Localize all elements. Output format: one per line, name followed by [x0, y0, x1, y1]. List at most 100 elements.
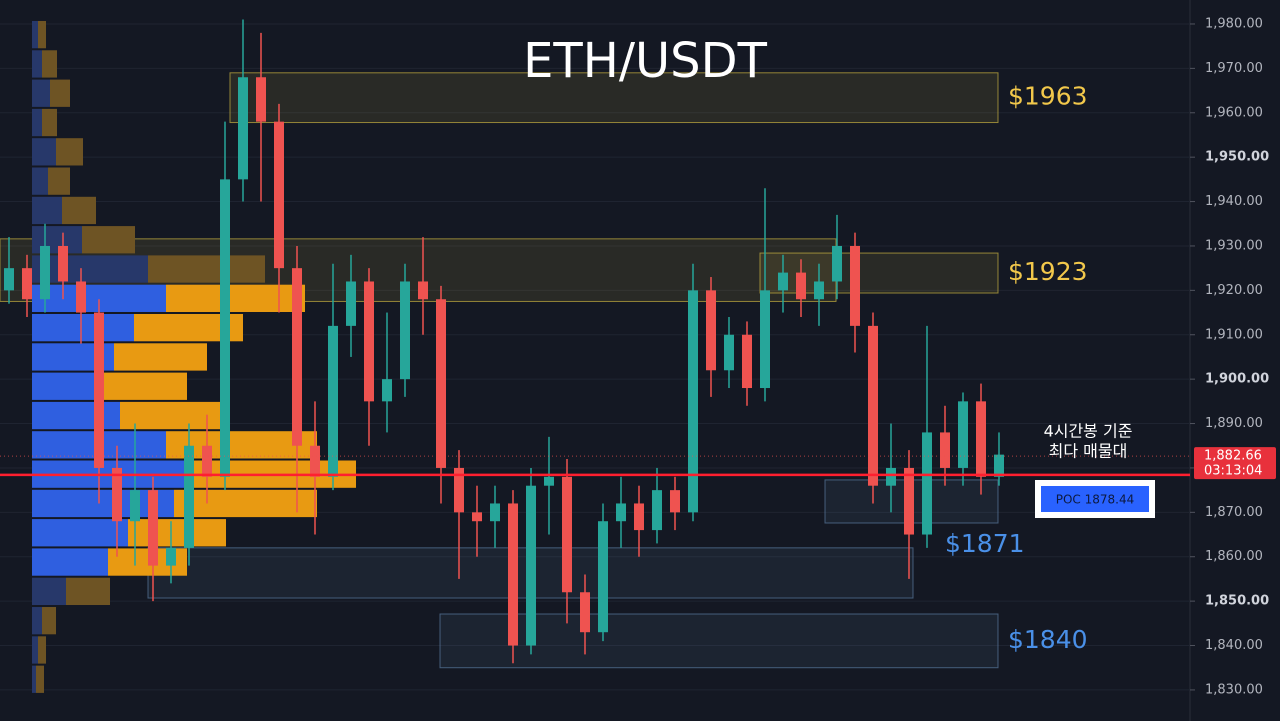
profile-bar	[32, 313, 134, 342]
profile-bar	[32, 138, 56, 166]
profile-bar	[38, 20, 46, 49]
candle-body	[958, 401, 968, 468]
candle-body	[544, 476, 554, 486]
y-tick-label: 1,970.00	[1205, 61, 1263, 76]
candle-body	[382, 379, 392, 402]
profile-bar	[32, 20, 38, 49]
y-tick-label: 1,870.00	[1205, 505, 1263, 520]
candle-body	[76, 281, 86, 313]
profile-bar	[56, 138, 83, 166]
last-price-tag	[1194, 447, 1276, 480]
candle-body	[580, 592, 590, 633]
candle-body	[112, 467, 122, 522]
y-tick-label: 1,900.00	[1205, 372, 1269, 387]
candle-body	[130, 490, 140, 522]
profile-bar	[32, 636, 38, 664]
zone	[229, 72, 999, 124]
profile-bar	[36, 665, 44, 693]
profile-bar	[32, 255, 148, 283]
profile-bar	[50, 79, 70, 107]
candle-body	[454, 467, 464, 513]
candle-body	[310, 445, 320, 477]
candle-body	[994, 454, 1004, 477]
candle-body	[220, 179, 230, 477]
candle-body	[652, 490, 662, 531]
candle-body	[724, 334, 734, 371]
profile-bar	[32, 50, 42, 78]
candle-body	[94, 312, 104, 468]
candle-body	[274, 121, 284, 269]
profile-bar	[32, 108, 42, 137]
profile-bar	[120, 401, 220, 430]
candle-body	[760, 290, 770, 389]
candle-body	[148, 490, 158, 566]
profile-bar	[102, 372, 187, 400]
candle-body	[436, 299, 446, 468]
zone	[759, 252, 999, 294]
candle-body	[976, 401, 986, 477]
zone-label: $1871	[945, 529, 1025, 558]
profile-bar	[32, 79, 50, 107]
candle-body	[850, 245, 860, 326]
poc-label: POC 1878.44	[1056, 493, 1135, 507]
profile-bar	[48, 167, 70, 195]
zone	[439, 613, 999, 669]
candle-body	[616, 503, 626, 522]
profile-bar	[82, 226, 135, 254]
candle-body	[346, 281, 356, 326]
candle-body	[400, 281, 410, 380]
candle-body	[490, 503, 500, 522]
candle-body	[202, 445, 212, 477]
profile-bar	[42, 50, 57, 78]
candle-body	[778, 272, 788, 291]
candle-body	[742, 334, 752, 389]
candle-body	[4, 268, 14, 291]
candle-body	[166, 547, 176, 566]
candle-body	[364, 281, 374, 402]
candle-body	[598, 521, 608, 633]
candle-body	[670, 490, 680, 513]
candle-body	[238, 77, 248, 180]
y-tick-label: 1,910.00	[1205, 327, 1263, 342]
candle-body	[688, 290, 698, 513]
profile-bar	[38, 636, 46, 664]
candle-body	[940, 432, 950, 468]
candle-body	[814, 281, 824, 300]
y-tick-label: 1,930.00	[1205, 238, 1263, 253]
candle-body	[706, 290, 716, 371]
profile-bar	[66, 577, 110, 606]
profile-bar	[174, 489, 317, 518]
zone-label: $1963	[1008, 82, 1088, 111]
candle-body	[634, 503, 644, 531]
profile-bar	[42, 607, 56, 635]
y-tick-label: 1,960.00	[1205, 105, 1263, 120]
y-tick-label: 1,920.00	[1205, 283, 1263, 298]
candle-body	[526, 485, 536, 646]
candle-body	[292, 268, 302, 446]
profile-bar	[166, 284, 305, 312]
candle-body	[886, 467, 896, 486]
candle-body	[40, 245, 50, 300]
candle-body	[328, 325, 338, 477]
profile-bar	[114, 343, 207, 371]
profile-bar	[32, 226, 82, 254]
y-tick-label: 1,850.00	[1205, 594, 1269, 609]
profile-bar	[32, 577, 66, 606]
y-tick-label: 1,950.00	[1205, 150, 1269, 165]
y-tick-label: 1,830.00	[1205, 682, 1263, 697]
profile-bar	[62, 196, 96, 225]
candle-body	[22, 268, 32, 300]
candle-body	[904, 467, 914, 535]
profile-bar	[32, 607, 42, 635]
candle-body	[508, 503, 518, 646]
y-tick-label: 1,860.00	[1205, 549, 1263, 564]
candle-body	[58, 245, 68, 282]
profile-bar	[32, 167, 48, 195]
candle-body	[184, 445, 194, 548]
candle-body	[256, 77, 266, 122]
profile-bar	[32, 196, 62, 225]
profile-bar	[128, 519, 226, 547]
y-tick-label: 1,940.00	[1205, 194, 1263, 209]
candle-body	[562, 476, 572, 593]
